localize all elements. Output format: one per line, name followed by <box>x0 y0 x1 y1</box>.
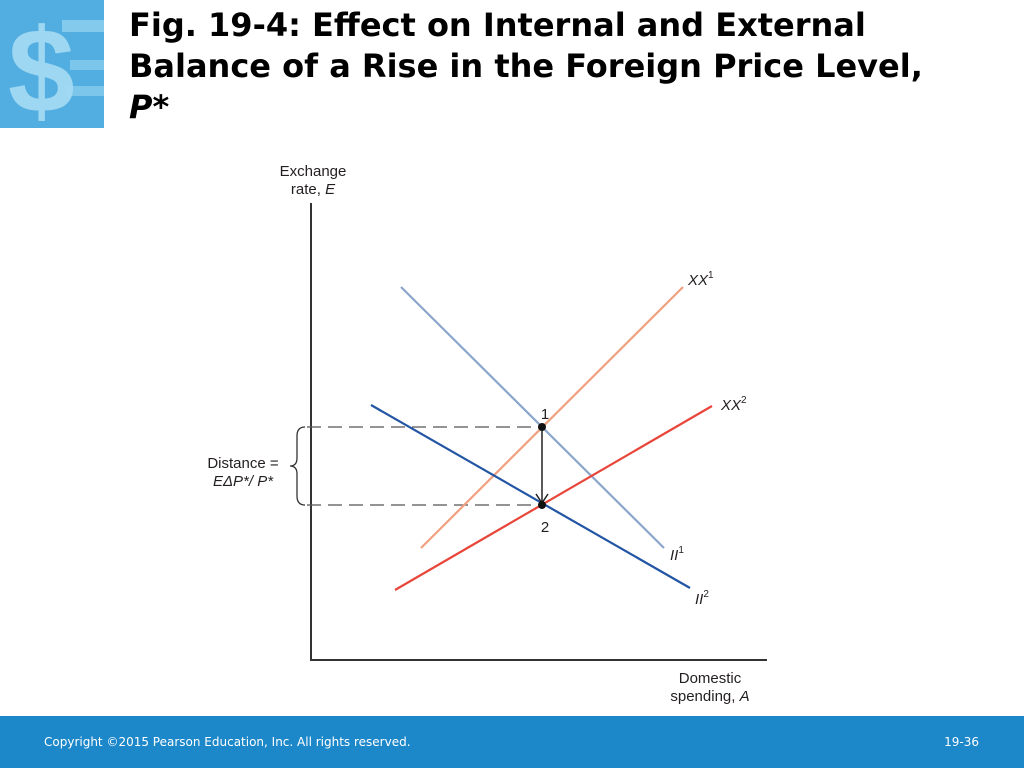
x-axis-label-line-2: spending, A <box>670 688 749 705</box>
title-line-2: Balance of a Rise in the Foreign Price L… <box>129 47 923 85</box>
y-axis-label-line-2: rate, E <box>291 181 336 198</box>
copyright-text: Copyright ©2015 Pearson Education, Inc. … <box>44 735 411 749</box>
slide-title: Fig. 19-4: Effect on Internal and Extern… <box>129 5 1009 128</box>
equilibrium-point-2 <box>538 501 546 509</box>
xx1-label: XX1 <box>687 270 714 289</box>
xx2-curve <box>394 405 713 591</box>
ii1-label: II1 <box>670 545 684 564</box>
equilibrium-point-1 <box>538 423 546 431</box>
ii1-curve <box>400 286 665 549</box>
title-line-1: Fig. 19-4: Effect on Internal and Extern… <box>129 6 866 44</box>
distance-label-line-2: EΔP*/ P* <box>213 473 274 490</box>
ii2-label: II2 <box>695 589 709 608</box>
distance-brace <box>289 426 306 506</box>
y-axis-label-line-1: Exchange <box>280 163 347 180</box>
ii2-curve <box>370 404 691 589</box>
title-line-3: P* <box>129 88 170 126</box>
point-2-label: 2 <box>541 519 549 536</box>
distance-label-line-1: Distance = <box>207 455 279 472</box>
economics-diagram: Exchange rate, E Domestic spending, A XX… <box>207 163 767 705</box>
point-1-label: 1 <box>541 406 549 423</box>
x-axis-label-line-1: Domestic <box>679 670 742 687</box>
dollar-sign-icon: $ <box>0 0 104 128</box>
slide-number: 19-36 <box>944 735 979 749</box>
xx1-curve <box>420 286 684 549</box>
footer-bar: Copyright ©2015 Pearson Education, Inc. … <box>0 716 1024 768</box>
xx2-label: XX2 <box>720 395 747 414</box>
